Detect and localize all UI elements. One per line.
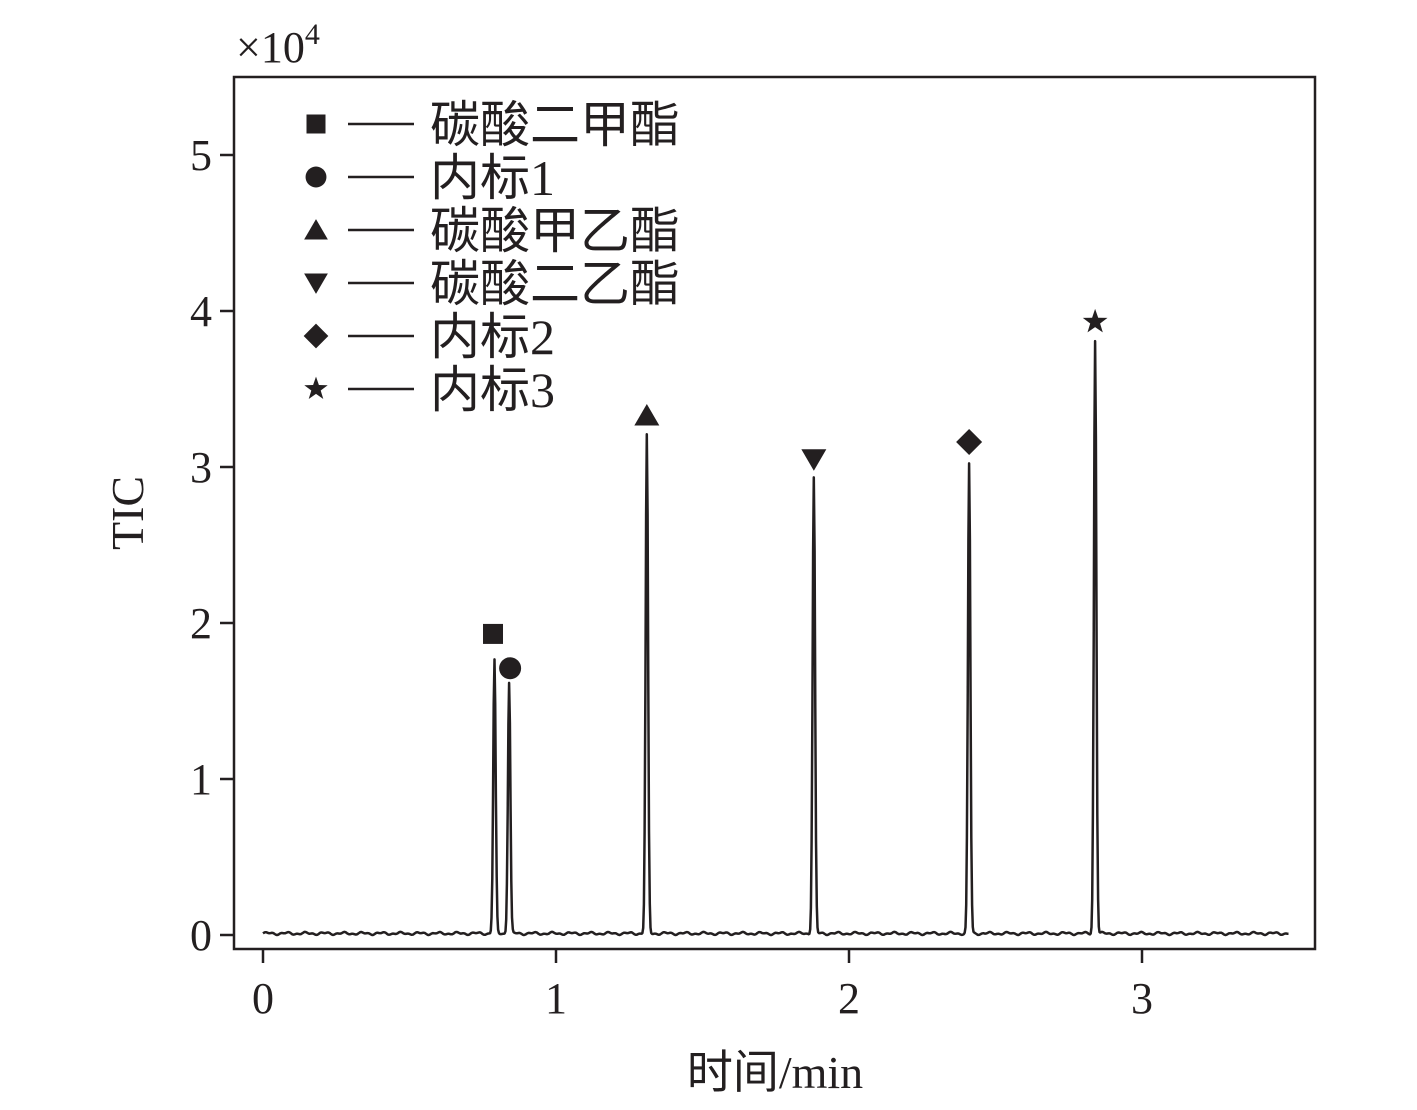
triangle-down-peak-marker: [801, 449, 827, 471]
square-peak-marker: [483, 623, 504, 644]
x-tick-label: 0: [252, 974, 274, 1023]
triangle-down-legend-marker: [304, 273, 328, 294]
x-axis-title: 时间/min: [687, 1047, 863, 1098]
y-multiplier-label: ×104: [236, 18, 320, 72]
legend-label: 碳酸二乙酯: [430, 256, 680, 312]
plot-frame: [232, 75, 1317, 951]
triangle-up-legend-marker: [304, 219, 328, 240]
y-tick-label: 2: [190, 599, 212, 648]
y-multiplier-exponent: 4: [305, 18, 320, 51]
circle-peak-marker: [499, 657, 522, 680]
circle-legend-marker: [305, 166, 327, 188]
diamond-peak-marker: [956, 429, 983, 456]
y-tick-label: 5: [190, 131, 212, 180]
star-legend-marker: [304, 376, 328, 399]
x-tick-label: 3: [1131, 974, 1153, 1023]
chromatogram-line: [262, 339, 1290, 937]
star-peak-marker: [1082, 308, 1108, 333]
y-tick-label: 1: [190, 755, 212, 804]
legend-label: 碳酸二甲酯: [430, 97, 680, 153]
y-tick-label: 0: [190, 911, 212, 960]
legend-label: 内标2: [430, 309, 555, 365]
y-axis-title: TIC: [102, 476, 153, 550]
y-tick-label: 4: [190, 287, 212, 336]
ticks-layer: 0 1 2 3 0 1 2 3 4 5: [190, 131, 1153, 1023]
legend-label: 内标1: [430, 150, 555, 206]
triangle-up-peak-marker: [634, 404, 660, 426]
legend-label: 碳酸甲乙酯: [430, 203, 680, 259]
y-tick-label: 3: [190, 443, 212, 492]
marker-layer: [483, 308, 1108, 680]
x-tick-label: 1: [545, 974, 567, 1023]
line-layer: [262, 339, 1290, 937]
legend-label: 内标3: [430, 362, 555, 418]
diamond-legend-marker: [303, 323, 329, 349]
square-legend-marker: [306, 114, 326, 134]
x-tick-label: 2: [838, 974, 860, 1023]
